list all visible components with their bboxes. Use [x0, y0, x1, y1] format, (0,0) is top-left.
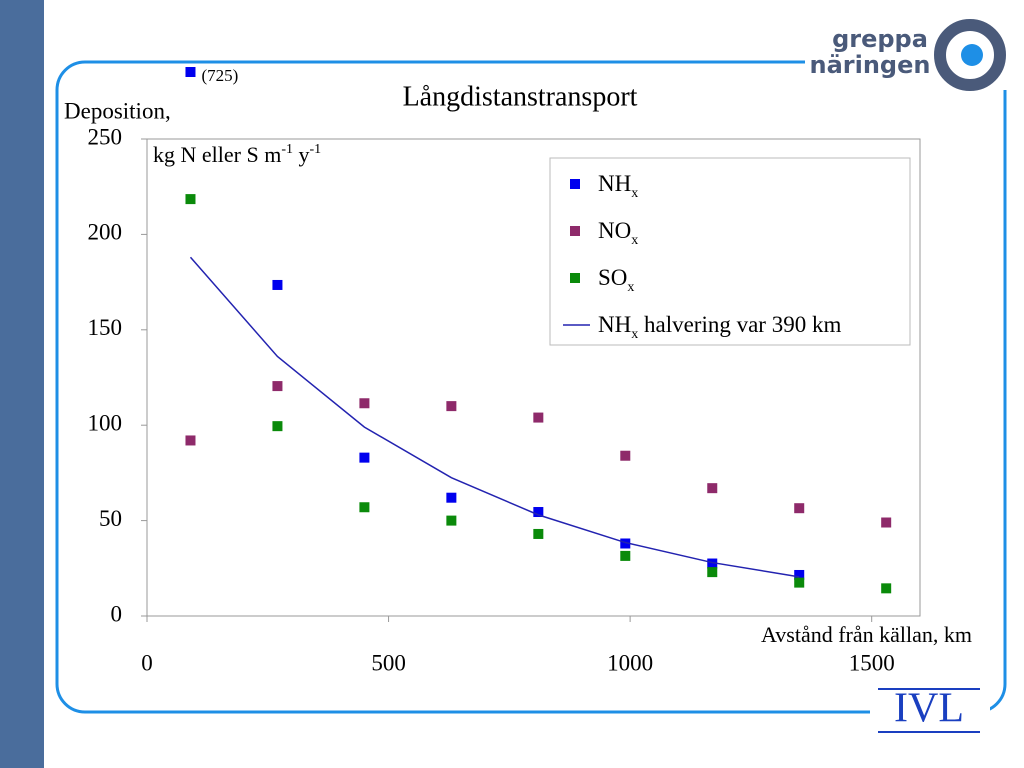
marker	[446, 515, 457, 526]
legend-label: NOx	[598, 218, 638, 247]
frame	[55, 60, 1007, 714]
marker	[533, 412, 544, 423]
value-label: (725)	[201, 66, 238, 85]
line	[189, 256, 800, 578]
marker	[620, 450, 631, 461]
legend-label: NHx	[598, 171, 638, 200]
logo-text: greppa	[832, 25, 928, 53]
marker	[707, 558, 718, 569]
marker	[794, 503, 805, 514]
marker	[446, 401, 457, 412]
marker	[272, 381, 283, 392]
marker	[272, 279, 283, 290]
logo-bg	[870, 684, 990, 734]
legend-box	[549, 157, 911, 346]
logo-ring	[934, 19, 1006, 91]
marker	[185, 67, 196, 77]
y-axis-label: Deposition,	[64, 98, 171, 123]
marker	[359, 398, 370, 409]
y-tick-label: 50	[99, 506, 122, 531]
logo-ivl: IVL	[894, 686, 964, 732]
marker	[272, 421, 283, 432]
y-tick-label: 250	[88, 124, 123, 149]
legend-label: SOx	[598, 265, 634, 294]
y-tick-label: 200	[88, 220, 123, 245]
marker	[707, 483, 718, 494]
marker	[359, 502, 370, 513]
marker	[881, 583, 892, 594]
marker	[533, 507, 544, 518]
side-bar	[0, 0, 44, 768]
marker	[185, 435, 196, 446]
y-tick-label: 100	[88, 410, 123, 435]
marker	[446, 492, 457, 503]
marker	[620, 550, 631, 561]
y-tick-label: 150	[88, 315, 123, 340]
marker	[794, 569, 805, 580]
legend-label: NHx halvering var 390 km	[598, 312, 841, 341]
chart-title: Långdistanstransport	[403, 81, 638, 112]
marker	[794, 577, 805, 588]
marker	[185, 194, 196, 205]
plot-frame	[146, 138, 921, 617]
y-axis-unit: kg N eller S m-1 y-1	[153, 142, 321, 167]
marker	[881, 517, 892, 528]
marker	[533, 528, 544, 539]
marker	[620, 538, 631, 549]
x-tick-label: 1500	[849, 650, 895, 675]
legend-swatch	[570, 226, 580, 236]
logo-text: näringen	[810, 51, 931, 79]
x-tick-label: 0	[141, 650, 153, 675]
marker	[707, 567, 718, 578]
y-tick-label: 0	[111, 601, 123, 626]
logo-dot	[961, 44, 983, 66]
legend-swatch	[570, 273, 580, 283]
legend-swatch	[570, 179, 580, 189]
x-tick-label: 1000	[607, 650, 653, 675]
x-axis-label: Avstånd från källan, km	[761, 622, 972, 647]
marker	[359, 452, 370, 463]
x-tick-label: 500	[371, 650, 406, 675]
